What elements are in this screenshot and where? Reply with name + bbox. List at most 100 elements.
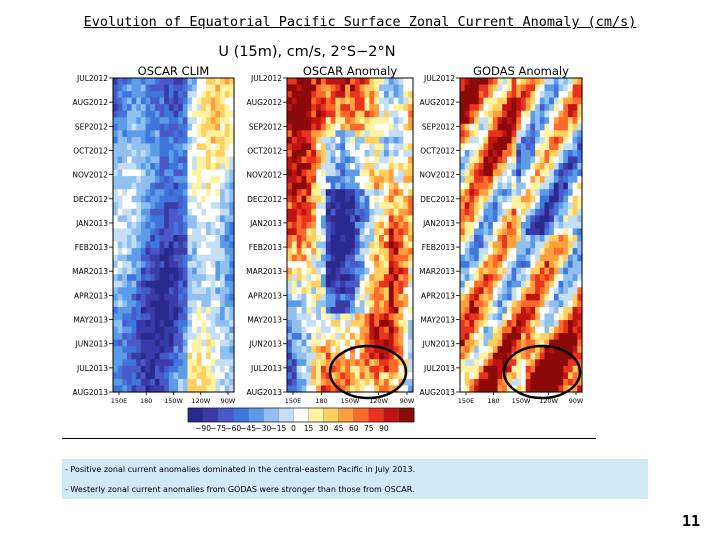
heatmap-cell: [122, 110, 128, 118]
heatmap-cell: [316, 248, 322, 256]
heatmap-cell: [215, 117, 221, 125]
heatmap-cell: [131, 163, 137, 171]
heatmap-cell: [145, 339, 151, 347]
heatmap-cell: [345, 385, 351, 393]
heatmap-cell: [478, 91, 485, 99]
heatmap-cell: [145, 359, 151, 367]
heatmap-cell: [117, 110, 123, 118]
heatmap-cell: [196, 195, 203, 203]
heatmap-cell: [335, 346, 341, 354]
heatmap-cell: [374, 182, 380, 190]
heatmap-cell: [369, 117, 375, 125]
heatmap-cell: [187, 359, 193, 367]
heatmap-cell: [563, 143, 569, 151]
heatmap-cell: [553, 136, 560, 145]
heatmap-cell: [316, 352, 322, 360]
heatmap-cell: [558, 156, 564, 164]
heatmap-cell: [224, 215, 230, 223]
heatmap-cell: [296, 169, 303, 177]
heatmap-cell: [398, 261, 404, 269]
heatmap-cell: [388, 215, 395, 223]
heatmap-cell: [359, 176, 366, 184]
heatmap-cell: [345, 117, 351, 125]
heatmap-cell: [577, 149, 583, 158]
heatmap-cell: [229, 136, 235, 145]
heatmap-cell: [117, 202, 123, 210]
heatmap-cell: [196, 149, 203, 158]
heatmap-cell: [530, 156, 536, 164]
heatmap-cell: [220, 136, 226, 145]
heatmap-cell: [539, 84, 546, 92]
note-1: - Positive zonal current anomalies domin…: [65, 465, 416, 474]
heatmap-cell: [145, 248, 151, 256]
heatmap-cell: [398, 326, 404, 334]
heatmap-cell: [408, 287, 414, 295]
heatmap-cell: [335, 306, 341, 315]
heatmap-cell: [497, 182, 503, 190]
heatmap-cell: [178, 333, 184, 341]
heatmap-cell: [364, 333, 370, 341]
heatmap-cell: [154, 385, 161, 393]
heatmap-cell: [502, 385, 508, 393]
heatmap-cell: [182, 195, 189, 203]
heatmap-cell: [535, 333, 541, 341]
heatmap-cell: [408, 267, 414, 275]
heatmap-cell: [206, 248, 212, 256]
heatmap-cell: [379, 228, 385, 236]
heatmap-cell: [220, 254, 226, 262]
heatmap-cell: [478, 149, 485, 158]
heatmap-cell: [535, 339, 541, 347]
heatmap-cell: [563, 359, 569, 367]
heatmap-cell: [398, 235, 404, 243]
heatmap-cell: [388, 143, 395, 151]
heatmap-cell: [145, 306, 151, 315]
heatmap-cell: [131, 143, 137, 151]
heatmap-cell: [388, 97, 395, 105]
heatmap-cell: [335, 333, 341, 341]
heatmap-cell: [539, 228, 546, 236]
heatmap-cell: [113, 313, 119, 321]
heatmap-cell: [340, 241, 346, 249]
heatmap-cell: [311, 313, 317, 321]
heatmap-cell: [113, 202, 119, 210]
heatmap-cell: [374, 84, 380, 92]
heatmap-cell: [354, 346, 361, 354]
heatmap-cell: [164, 313, 170, 321]
heatmap-cell: [201, 359, 207, 367]
heatmap-cell: [320, 208, 327, 216]
heatmap-cell: [460, 320, 466, 328]
heatmap-cell: [113, 156, 119, 164]
heatmap-cell: [469, 248, 475, 256]
heatmap-cell: [563, 182, 569, 190]
heatmap-cell: [544, 202, 550, 210]
heatmap-cell: [159, 385, 165, 393]
heatmap-cell: [113, 104, 119, 112]
heatmap-cell: [516, 110, 522, 118]
heatmap-cell: [364, 235, 370, 243]
heatmap-cell: [316, 254, 322, 262]
heatmap-cell: [403, 346, 409, 354]
heatmap-cell: [150, 117, 156, 125]
heatmap-cell: [497, 326, 503, 334]
heatmap-cell: [154, 123, 161, 131]
heatmap-cell: [577, 306, 583, 315]
heatmap-cell: [145, 123, 151, 131]
heatmap-cell: [131, 208, 137, 216]
heatmap-cell: [301, 176, 307, 184]
heatmap-cell: [182, 97, 189, 105]
heatmap-cell: [145, 156, 151, 164]
heatmap-cell: [354, 293, 361, 302]
heatmap-cell: [206, 261, 212, 269]
heatmap-cell: [140, 176, 147, 184]
heatmap-cell: [291, 110, 298, 118]
heatmap-cell: [168, 241, 175, 249]
heatmap-cell: [220, 274, 226, 282]
heatmap-cell: [502, 248, 508, 256]
heatmap-cell: [301, 235, 307, 243]
heatmap-cell: [553, 359, 560, 367]
heatmap-cell: [335, 221, 341, 230]
heatmap-cell: [502, 143, 508, 151]
heatmap-cell: [478, 156, 485, 164]
heatmap-cell: [325, 346, 332, 354]
heatmap-cell: [469, 97, 475, 105]
